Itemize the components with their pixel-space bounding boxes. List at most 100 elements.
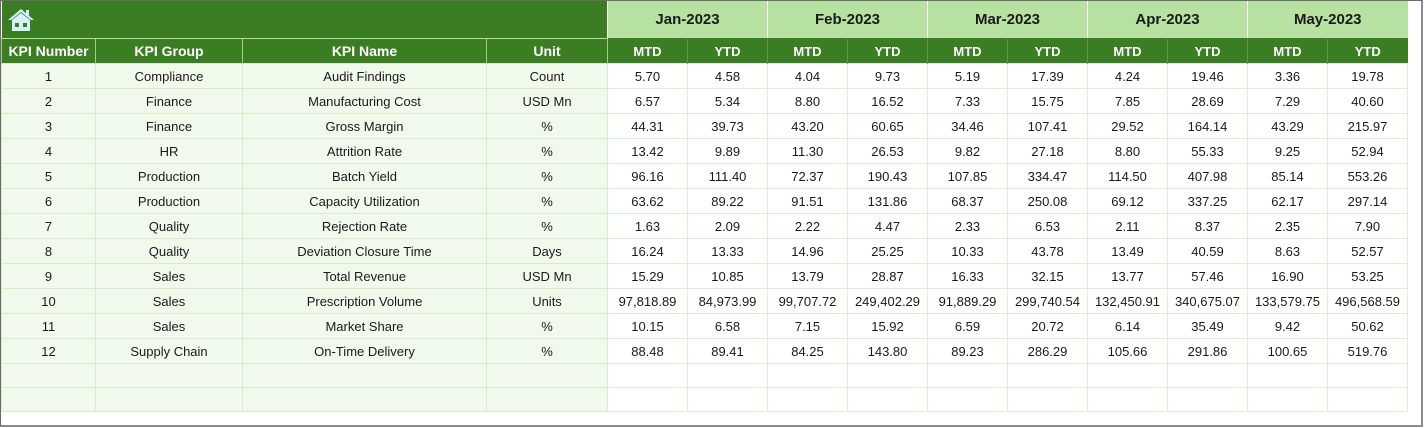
value-cell[interactable]: 249,402.29 xyxy=(847,288,928,314)
kpi-group-cell[interactable]: Finance xyxy=(95,113,243,139)
value-cell[interactable]: 7.85 xyxy=(1087,88,1168,114)
value-cell[interactable]: 60.65 xyxy=(847,113,928,139)
empty-cell[interactable] xyxy=(242,363,487,388)
value-cell[interactable]: 337.25 xyxy=(1167,188,1248,214)
value-cell[interactable]: 28.87 xyxy=(847,263,928,289)
kpi-number-cell[interactable]: 10 xyxy=(1,288,96,314)
value-cell[interactable]: 519.76 xyxy=(1327,338,1408,364)
empty-cell[interactable] xyxy=(607,387,688,412)
value-cell[interactable]: 57.46 xyxy=(1167,263,1248,289)
kpi-name-cell[interactable]: Batch Yield xyxy=(242,163,487,189)
value-cell[interactable]: 20.72 xyxy=(1007,313,1088,339)
unit-cell[interactable]: % xyxy=(486,113,608,139)
value-cell[interactable]: 15.29 xyxy=(607,263,688,289)
value-cell[interactable]: 13.79 xyxy=(767,263,848,289)
value-cell[interactable]: 91.51 xyxy=(767,188,848,214)
empty-cell[interactable] xyxy=(486,387,608,412)
value-cell[interactable]: 89.23 xyxy=(927,338,1008,364)
value-cell[interactable]: 7.90 xyxy=(1327,213,1408,239)
unit-cell[interactable]: % xyxy=(486,338,608,364)
kpi-name-cell[interactable]: Total Revenue xyxy=(242,263,487,289)
value-cell[interactable]: 8.63 xyxy=(1247,238,1328,264)
kpi-group-cell[interactable]: Quality xyxy=(95,238,243,264)
value-cell[interactable]: 340,675.07 xyxy=(1167,288,1248,314)
value-cell[interactable]: 52.57 xyxy=(1327,238,1408,264)
value-cell[interactable]: 40.59 xyxy=(1167,238,1248,264)
empty-cell[interactable] xyxy=(242,387,487,412)
kpi-number-cell[interactable]: 8 xyxy=(1,238,96,264)
value-cell[interactable]: 99,707.72 xyxy=(767,288,848,314)
value-cell[interactable]: 131.86 xyxy=(847,188,928,214)
unit-cell[interactable]: Units xyxy=(486,288,608,314)
kpi-name-cell[interactable]: Gross Margin xyxy=(242,113,487,139)
value-cell[interactable]: 7.33 xyxy=(927,88,1008,114)
empty-cell[interactable] xyxy=(1087,363,1168,388)
value-cell[interactable]: 84.25 xyxy=(767,338,848,364)
value-cell[interactable]: 111.40 xyxy=(687,163,768,189)
value-cell[interactable]: 29.52 xyxy=(1087,113,1168,139)
unit-cell[interactable]: % xyxy=(486,138,608,164)
kpi-group-cell[interactable]: Finance xyxy=(95,88,243,114)
value-cell[interactable]: 132,450.91 xyxy=(1087,288,1168,314)
value-cell[interactable]: 7.29 xyxy=(1247,88,1328,114)
value-cell[interactable]: 5.34 xyxy=(687,88,768,114)
empty-cell[interactable] xyxy=(847,387,928,412)
value-cell[interactable]: 16.33 xyxy=(927,263,1008,289)
value-cell[interactable]: 68.37 xyxy=(927,188,1008,214)
value-cell[interactable]: 6.59 xyxy=(927,313,1008,339)
value-cell[interactable]: 85.14 xyxy=(1247,163,1328,189)
value-cell[interactable]: 15.75 xyxy=(1007,88,1088,114)
value-cell[interactable]: 8.80 xyxy=(767,88,848,114)
kpi-name-cell[interactable]: Market Share xyxy=(242,313,487,339)
value-cell[interactable]: 5.70 xyxy=(607,63,688,89)
value-cell[interactable]: 133,579.75 xyxy=(1247,288,1328,314)
kpi-group-cell[interactable]: Sales xyxy=(95,263,243,289)
empty-cell[interactable] xyxy=(767,363,848,388)
value-cell[interactable]: 96.16 xyxy=(607,163,688,189)
value-cell[interactable]: 97,818.89 xyxy=(607,288,688,314)
empty-cell[interactable] xyxy=(486,363,608,388)
kpi-number-cell[interactable]: 12 xyxy=(1,338,96,364)
kpi-number-cell[interactable]: 7 xyxy=(1,213,96,239)
value-cell[interactable]: 14.96 xyxy=(767,238,848,264)
value-cell[interactable]: 4.04 xyxy=(767,63,848,89)
value-cell[interactable]: 50.62 xyxy=(1327,313,1408,339)
kpi-group-cell[interactable]: Production xyxy=(95,163,243,189)
unit-cell[interactable]: Days xyxy=(486,238,608,264)
value-cell[interactable]: 32.15 xyxy=(1007,263,1088,289)
value-cell[interactable]: 2.11 xyxy=(1087,213,1168,239)
value-cell[interactable]: 69.12 xyxy=(1087,188,1168,214)
value-cell[interactable]: 6.53 xyxy=(1007,213,1088,239)
value-cell[interactable]: 13.49 xyxy=(1087,238,1168,264)
empty-cell[interactable] xyxy=(1007,387,1088,412)
value-cell[interactable]: 2.22 xyxy=(767,213,848,239)
empty-cell[interactable] xyxy=(847,363,928,388)
kpi-name-cell[interactable]: Audit Findings xyxy=(242,63,487,89)
value-cell[interactable]: 105.66 xyxy=(1087,338,1168,364)
value-cell[interactable]: 84,973.99 xyxy=(687,288,768,314)
value-cell[interactable]: 10.15 xyxy=(607,313,688,339)
empty-cell[interactable] xyxy=(1,363,96,388)
value-cell[interactable]: 215.97 xyxy=(1327,113,1408,139)
value-cell[interactable]: 35.49 xyxy=(1167,313,1248,339)
value-cell[interactable]: 250.08 xyxy=(1007,188,1088,214)
kpi-group-cell[interactable]: Quality xyxy=(95,213,243,239)
empty-cell[interactable] xyxy=(1327,363,1408,388)
kpi-group-cell[interactable]: Compliance xyxy=(95,63,243,89)
value-cell[interactable]: 334.47 xyxy=(1007,163,1088,189)
value-cell[interactable]: 9.82 xyxy=(927,138,1008,164)
value-cell[interactable]: 25.25 xyxy=(847,238,928,264)
value-cell[interactable]: 16.90 xyxy=(1247,263,1328,289)
value-cell[interactable]: 2.09 xyxy=(687,213,768,239)
value-cell[interactable]: 13.77 xyxy=(1087,263,1168,289)
value-cell[interactable]: 89.41 xyxy=(687,338,768,364)
kpi-number-cell[interactable]: 3 xyxy=(1,113,96,139)
value-cell[interactable]: 28.69 xyxy=(1167,88,1248,114)
kpi-number-cell[interactable]: 6 xyxy=(1,188,96,214)
empty-cell[interactable] xyxy=(927,387,1008,412)
unit-cell[interactable]: % xyxy=(486,188,608,214)
kpi-group-cell[interactable]: Sales xyxy=(95,313,243,339)
value-cell[interactable]: 8.80 xyxy=(1087,138,1168,164)
value-cell[interactable]: 291.86 xyxy=(1167,338,1248,364)
value-cell[interactable]: 9.89 xyxy=(687,138,768,164)
